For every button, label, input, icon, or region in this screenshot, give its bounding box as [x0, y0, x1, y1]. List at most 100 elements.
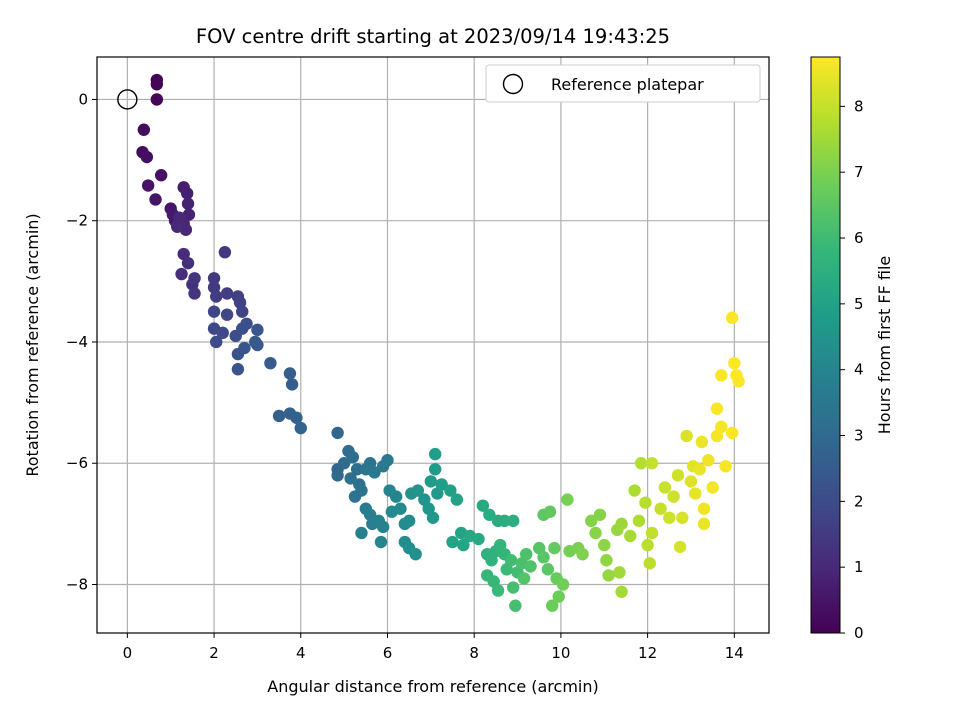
scatter-point: [220, 287, 234, 300]
scatter-point: [600, 554, 613, 567]
scatter-point: [585, 514, 598, 528]
y-tick-label: 0: [78, 90, 88, 108]
scatter-point: [507, 581, 520, 594]
scatter-point: [272, 409, 286, 423]
scatter-point: [504, 554, 518, 567]
y-tick-label: −2: [66, 212, 88, 230]
scatter-point: [680, 429, 693, 443]
scatter-point: [576, 547, 589, 561]
y-tick-label: −6: [66, 454, 88, 472]
scatter-point: [188, 272, 201, 285]
scatter-point: [697, 517, 711, 531]
data-points: [136, 73, 745, 612]
scatter-point: [150, 78, 164, 91]
legend-label: Reference platepar: [551, 75, 704, 94]
plot-frame: [96, 56, 770, 634]
scatter-point: [613, 566, 626, 579]
x-tick-label: 4: [296, 644, 306, 662]
scatter-point: [210, 335, 223, 349]
scatter-point: [426, 511, 440, 524]
x-axis-label: Angular distance from reference (arcmin): [267, 677, 598, 696]
scatter-point: [632, 514, 646, 528]
scatter-point: [671, 469, 685, 482]
colorbar-tick-label: 7: [854, 163, 864, 181]
scatter-point: [376, 520, 390, 534]
scatter-point: [509, 599, 522, 612]
scatter-point: [355, 526, 368, 540]
colorbar-label: Hours from first FF file: [875, 256, 894, 435]
scatter-point: [428, 447, 442, 461]
reference-platepar-marker: [117, 89, 138, 110]
scatter-point: [593, 508, 607, 521]
scatter-point: [641, 538, 654, 552]
scatter-point: [231, 363, 245, 376]
scatter-point: [472, 532, 485, 546]
scatter-point: [491, 584, 505, 597]
scatter-point: [154, 169, 168, 182]
grid-lines: [97, 57, 769, 633]
legend: Reference platepar: [485, 64, 761, 103]
scatter-point: [238, 341, 251, 355]
scatter-point: [240, 317, 253, 330]
scatter-point: [658, 481, 672, 494]
scatter-point: [428, 463, 442, 476]
x-tick-label: 8: [469, 644, 479, 662]
scatter-point: [719, 460, 732, 473]
x-axis-ticks: 0 2 4 6 8 10 12 14: [123, 633, 744, 662]
scatter-point: [634, 457, 648, 470]
x-tick-label: 12: [638, 644, 657, 662]
scatter-point: [598, 538, 611, 552]
scatter-point: [350, 463, 364, 476]
scatter-point: [728, 356, 741, 370]
scatter-point: [673, 540, 687, 554]
scatter-point: [654, 502, 667, 515]
scatter-point: [180, 187, 194, 200]
reference-point: [117, 89, 138, 110]
scatter-point: [548, 541, 561, 555]
scatter-point: [207, 305, 221, 318]
scatter-point: [561, 493, 574, 506]
legend-box: [485, 64, 761, 103]
scatter-point: [507, 514, 520, 528]
scatter-point: [210, 290, 223, 303]
scatter-point: [676, 511, 689, 524]
y-axis-label: Rotation from reference (arcmin): [23, 213, 42, 476]
scatter-point: [667, 490, 680, 503]
scatter-point: [706, 481, 719, 494]
scatter-point: [355, 484, 368, 497]
scatter-point: [444, 484, 457, 497]
scatter-point: [264, 356, 277, 370]
scatter-point: [552, 590, 565, 603]
colorbar: [810, 56, 841, 634]
scatter-point: [368, 466, 381, 479]
scatter-point: [181, 197, 195, 210]
scatter-point: [344, 472, 357, 485]
chart-title: FOV centre drift starting at 2023/09/14 …: [196, 25, 670, 48]
scatter-point: [294, 421, 307, 435]
scatter-point: [236, 305, 249, 318]
scatter-point: [537, 551, 550, 564]
scatter-point: [624, 529, 637, 543]
scatter-point: [175, 267, 188, 281]
scatter-point: [524, 560, 537, 573]
colorbar-tick-label: 2: [854, 492, 864, 510]
x-tick-label: 10: [551, 644, 570, 662]
y-tick-label: −8: [66, 575, 88, 593]
x-tick-label: 14: [725, 644, 744, 662]
scatter-point: [556, 578, 570, 591]
scatter-point: [285, 378, 299, 391]
colorbar-tick-label: 3: [854, 427, 864, 445]
scatter-point: [331, 426, 344, 440]
scatter-point: [517, 572, 531, 585]
scatter-point: [346, 450, 359, 464]
scatter-point: [715, 369, 728, 382]
scatter-point: [220, 308, 234, 321]
x-tick-label: 2: [209, 644, 219, 662]
scatter-point: [137, 123, 151, 136]
colorbar-ticks: 0 1 2 3 4 5 6 7 8: [840, 97, 864, 642]
scatter-point: [725, 426, 739, 440]
scatter-point: [697, 502, 711, 515]
x-tick-label: 0: [123, 644, 133, 662]
scatter-point: [389, 490, 403, 503]
scatter-point: [693, 463, 706, 476]
